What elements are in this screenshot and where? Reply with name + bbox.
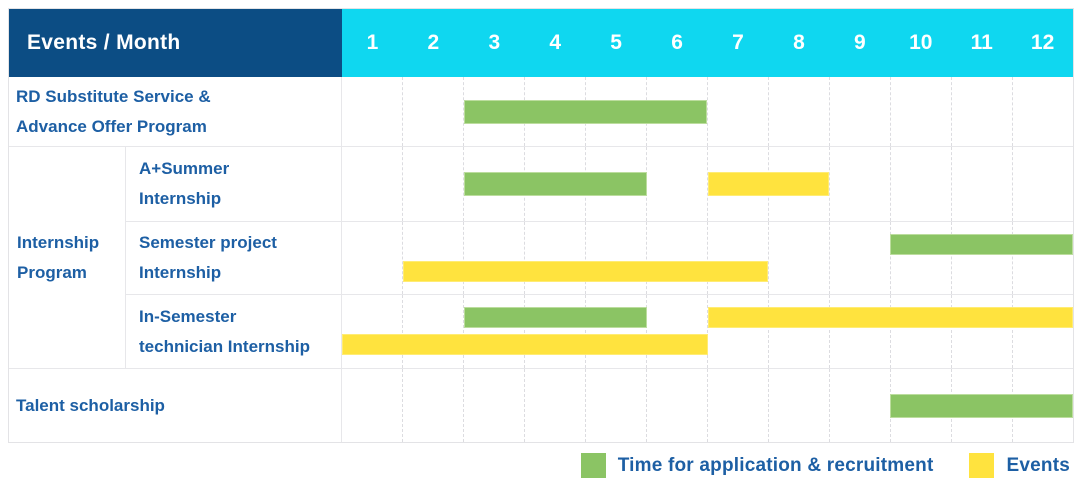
month-header-row: 1 2 3 4 5 6 7 8 9 10 11 12	[342, 9, 1073, 77]
month-grid	[342, 222, 1073, 294]
events-swatch-icon	[969, 453, 995, 478]
events-month-table: Events / Month 1 2 3 4 5 6 7 8 9 10 11 12 RD Substi…	[8, 8, 1074, 443]
month-grid-cell	[342, 295, 403, 368]
month-header-label-11: 11	[970, 31, 993, 54]
month-grid-cell	[769, 295, 830, 368]
group-label-internship-program: Internship Program	[9, 147, 126, 369]
month-grid-cell	[647, 147, 708, 221]
row-label-rd-substitute: RD Substitute Service & Advance Offer Pr…	[9, 77, 342, 147]
month-grid-cell	[708, 369, 769, 442]
month-grid-cell	[464, 369, 525, 442]
month-grid-cell	[830, 295, 891, 368]
legend-item-recruitment: Time for application & recruitment	[580, 453, 934, 478]
month-grid-cell	[403, 147, 464, 221]
corner-header-label: Events / Month	[27, 31, 181, 54]
month-header-label-3: 3	[488, 31, 501, 54]
month-grid-cell	[525, 295, 586, 368]
month-grid-cell	[1013, 295, 1073, 368]
month-header-label-12: 12	[1030, 31, 1055, 54]
month-grid-cell	[403, 222, 464, 294]
month-grid-cell	[708, 295, 769, 368]
gantt-bar-application_recruitment-talent-scholarship	[890, 393, 1073, 418]
month-grid-cell	[769, 222, 830, 294]
month-grid-cell	[891, 222, 952, 294]
gantt-bar-events-in-semester-technician-internship	[707, 307, 1073, 328]
month-grid-cell	[769, 369, 830, 442]
month-grid-cell	[525, 369, 586, 442]
month-grid-cell	[464, 295, 525, 368]
month-grid-cell	[708, 77, 769, 146]
month-grid-cell	[952, 147, 1013, 221]
month-grid-cell	[342, 222, 403, 294]
month-grid-cell	[830, 222, 891, 294]
recruitment-swatch-icon	[580, 453, 606, 478]
row-label-in-semester-technician: In-Semester technician Internship	[126, 295, 342, 369]
legend-label-recruitment: Time for application & recruitment	[617, 454, 934, 476]
gantt-bar-application_recruitment-in-semester-technician-internship	[463, 307, 647, 328]
row-label-a-plus-summer: A+Summer Internship	[126, 147, 342, 222]
month-header-label-10: 10	[909, 31, 933, 54]
month-grid-cell	[891, 147, 952, 221]
month-grid-cell	[342, 77, 403, 146]
month-grid-cell	[769, 147, 830, 221]
month-grid-cell	[586, 222, 647, 294]
month-grid	[342, 295, 1073, 368]
month-header-label-1: 1	[366, 31, 379, 54]
gantt-bar-events-semester-project-internship	[402, 261, 769, 282]
month-grid-cell	[525, 222, 586, 294]
gantt-bar-events-a-plus-summer-internship	[707, 172, 830, 196]
month-grid-cell	[647, 77, 708, 146]
month-grid-cell	[830, 147, 891, 221]
timeline-in-semester-technician	[342, 295, 1073, 369]
month-header-label-5: 5	[610, 31, 622, 54]
month-grid-cell	[1013, 77, 1073, 146]
month-grid-cell	[647, 369, 708, 442]
month-grid-cell	[830, 77, 891, 146]
month-grid-cell	[769, 77, 830, 146]
month-grid-cell	[830, 369, 891, 442]
month-grid-cell	[403, 369, 464, 442]
month-grid-cell	[586, 295, 647, 368]
month-header-label-9: 9	[853, 31, 866, 54]
month-grid-cell	[891, 77, 952, 146]
timeline-semester-project	[342, 222, 1073, 295]
month-grid-cell	[403, 77, 464, 146]
gantt-bar-application_recruitment-rd-substitute-advance-offer	[463, 99, 708, 124]
month-header-label-7: 7	[732, 31, 744, 54]
month-grid-cell	[952, 295, 1013, 368]
timeline-a-plus-summer	[342, 147, 1073, 222]
month-grid-cell	[1013, 147, 1073, 221]
month-grid-cell	[952, 77, 1013, 146]
month-grid-cell	[708, 222, 769, 294]
gantt-bar-application_recruitment-semester-project-internship	[890, 234, 1073, 255]
month-grid-cell	[647, 295, 708, 368]
legend: Time for application & recruitment Event…	[580, 453, 1070, 478]
month-header-label-4: 4	[549, 31, 562, 54]
month-header-label-6: 6	[671, 31, 683, 54]
month-grid-cell	[342, 147, 403, 221]
month-grid-cell	[1013, 222, 1073, 294]
month-grid-cell	[464, 222, 525, 294]
month-grid-cell	[647, 222, 708, 294]
row-label-semester-project: Semester project Internship	[126, 222, 342, 295]
legend-label-events: Events	[1006, 454, 1070, 476]
row-label-talent-scholarship: Talent scholarship	[9, 369, 342, 442]
month-grid-cell	[952, 222, 1013, 294]
gantt-bar-events-in-semester-technician-internship	[342, 334, 708, 355]
month-grid-cell	[586, 369, 647, 442]
timeline-rd-substitute	[342, 77, 1073, 147]
month-header-label-2: 2	[427, 31, 440, 54]
month-header-label-8: 8	[793, 31, 805, 54]
gantt-bar-application_recruitment-a-plus-summer-internship	[463, 172, 647, 196]
month-grid	[342, 77, 1073, 146]
month-grid-cell	[891, 295, 952, 368]
timeline-talent-scholarship	[342, 369, 1073, 442]
legend-item-events: Events	[969, 453, 1070, 478]
month-grid-cell	[342, 369, 403, 442]
table-corner-header: Events / Month	[9, 9, 342, 77]
month-grid-cell	[403, 295, 464, 368]
